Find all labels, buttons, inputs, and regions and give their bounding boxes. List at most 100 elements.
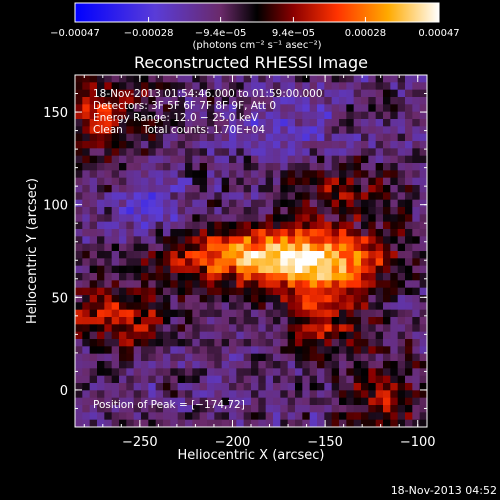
- heatmap-cell: [258, 200, 266, 208]
- heatmap-cell: [119, 251, 127, 259]
- heatmap-cell: [266, 185, 274, 193]
- heatmap-cell: [398, 398, 406, 406]
- heatmap-cell: [148, 310, 156, 318]
- heatmap-cell: [339, 317, 347, 325]
- heatmap-cell: [134, 126, 142, 134]
- heatmap-cell: [156, 412, 164, 420]
- heatmap-cell: [332, 288, 340, 296]
- heatmap-cell: [148, 273, 156, 281]
- heatmap-cell: [82, 368, 90, 376]
- heatmap-cell: [112, 258, 120, 266]
- heatmap-cell: [405, 163, 413, 171]
- heatmap-cell: [170, 156, 178, 164]
- heatmap-cell: [368, 420, 376, 428]
- heatmap-cell: [104, 200, 112, 208]
- heatmap-cell: [112, 207, 120, 215]
- heatmap-cell: [383, 412, 391, 420]
- heatmap-cell: [295, 339, 303, 347]
- heatmap-cell: [288, 244, 296, 252]
- heatmap-cell: [214, 280, 222, 288]
- heatmap-cell: [266, 156, 274, 164]
- heatmap-cell: [185, 420, 193, 428]
- heatmap-cell: [398, 412, 406, 420]
- heatmap-cell: [141, 75, 149, 83]
- heatmap-cell: [207, 295, 215, 303]
- heatmap-cell: [368, 156, 376, 164]
- heatmap-cell: [310, 302, 318, 310]
- heatmap-cell: [420, 295, 428, 303]
- heatmap-cell: [368, 412, 376, 420]
- heatmap-cell: [280, 354, 288, 362]
- heatmap-cell: [332, 134, 340, 142]
- heatmap-cell: [317, 148, 325, 156]
- heatmap-cell: [295, 361, 303, 369]
- heatmap-cell: [97, 361, 105, 369]
- heatmap-cell: [317, 346, 325, 354]
- heatmap-cell: [104, 258, 112, 266]
- heatmap-cell: [332, 97, 340, 105]
- heatmap-cell: [376, 82, 384, 90]
- heatmap-cell: [310, 126, 318, 134]
- heatmap-cell: [244, 398, 252, 406]
- heatmap-cell: [361, 141, 369, 149]
- heatmap-cell: [134, 310, 142, 318]
- heatmap-cell: [405, 302, 413, 310]
- heatmap-cell: [310, 258, 318, 266]
- heatmap-cell: [398, 376, 406, 384]
- heatmap-cell: [156, 273, 164, 281]
- heatmap-cell: [354, 119, 362, 127]
- heatmap-cell: [295, 126, 303, 134]
- heatmap-cell: [119, 383, 127, 391]
- heatmap-cell: [75, 75, 83, 83]
- heatmap-cell: [112, 229, 120, 237]
- heatmap-cell: [354, 185, 362, 193]
- heatmap-cell: [280, 134, 288, 142]
- heatmap-cell: [324, 354, 332, 362]
- heatmap-cell: [214, 156, 222, 164]
- heatmap-cell: [273, 229, 281, 237]
- heatmap-cell: [339, 266, 347, 274]
- heatmap-cell: [82, 310, 90, 318]
- heatmap-cell: [332, 339, 340, 347]
- heatmap-cell: [310, 229, 318, 237]
- heatmap-cell: [258, 75, 266, 83]
- colorbar-tick-label-5: 0.00047: [418, 28, 459, 39]
- heatmap-cell: [332, 185, 340, 193]
- heatmap-cell: [420, 141, 428, 149]
- heatmap-cell: [236, 346, 244, 354]
- heatmap-cell: [200, 258, 208, 266]
- heatmap-cell: [170, 222, 178, 230]
- heatmap-cell: [368, 332, 376, 340]
- heatmap-cell: [90, 222, 98, 230]
- heatmap-cell: [134, 244, 142, 252]
- heatmap-cell: [185, 200, 193, 208]
- heatmap-cell: [200, 346, 208, 354]
- heatmap-cell: [302, 134, 310, 142]
- heatmap-cell: [82, 361, 90, 369]
- heatmap-cell: [90, 354, 98, 362]
- heatmap-cell: [75, 339, 83, 347]
- heatmap-cell: [420, 251, 428, 259]
- heatmap-cell: [251, 420, 259, 428]
- heatmap-cell: [119, 148, 127, 156]
- heatmap-cell: [354, 126, 362, 134]
- heatmap-cell: [163, 251, 171, 259]
- heatmap-cell: [192, 258, 200, 266]
- heatmap-cell: [332, 398, 340, 406]
- heatmap-cell: [390, 258, 398, 266]
- heatmap-cell: [405, 332, 413, 340]
- heatmap-cell: [236, 148, 244, 156]
- heatmap-cell: [178, 390, 186, 398]
- heatmap-cell: [207, 214, 215, 222]
- heatmap-cell: [236, 251, 244, 259]
- heatmap-cell: [412, 405, 420, 413]
- heatmap-cell: [310, 148, 318, 156]
- heatmap-cell: [192, 390, 200, 398]
- heatmap-cell: [324, 192, 332, 200]
- heatmap-cell: [90, 207, 98, 215]
- heatmap-cell: [178, 229, 186, 237]
- heatmap-cell: [280, 317, 288, 325]
- heatmap-cell: [258, 420, 266, 428]
- heatmap-cell: [361, 288, 369, 296]
- heatmap-cell: [126, 332, 134, 340]
